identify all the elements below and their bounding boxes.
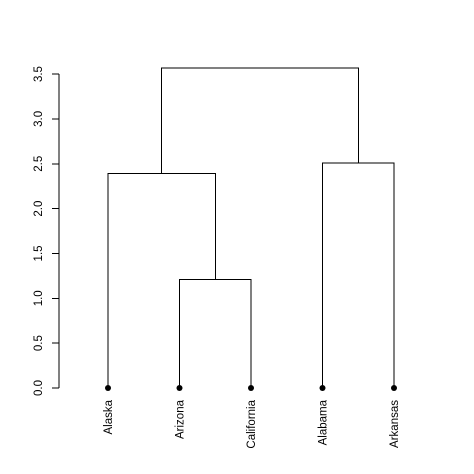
leaf-point: [105, 385, 111, 391]
leaf-label: Arkansas: [389, 400, 401, 448]
leaf-point: [319, 385, 326, 391]
y-tick-label: 2.0: [33, 201, 45, 217]
y-tick-label: 0.0: [33, 380, 45, 396]
leaf-label: Alabama: [318, 399, 330, 445]
y-tick-label: 3.0: [33, 111, 45, 127]
y-tick-label: 1.0: [33, 290, 45, 306]
leaf-point: [176, 385, 183, 391]
leaf-point: [248, 385, 254, 391]
y-tick-label: 3.5: [33, 66, 45, 82]
leaf-point: [391, 385, 397, 391]
leaf-label: Arizona: [175, 399, 187, 439]
leaf-label: Alaska: [103, 399, 115, 434]
y-tick-label: 1.5: [33, 245, 45, 261]
dendrogram-link: [322, 162, 395, 388]
dendrogram-link: [161, 67, 359, 174]
dendrogram-links: [107, 67, 395, 388]
dendrogram-link: [107, 173, 216, 388]
dendrogram-link: [179, 278, 252, 388]
y-tick-label: 0.5: [33, 335, 45, 351]
leaf-label: California: [246, 399, 258, 448]
dendrogram-leaves: Alaska Arizona California Alabama Arkansas: [103, 385, 401, 449]
y-axis: 0.0 0.5 1.0 1.5 2.0 2.5 3.0 3.5: [33, 66, 60, 396]
y-tick-label: 2.5: [33, 156, 45, 172]
